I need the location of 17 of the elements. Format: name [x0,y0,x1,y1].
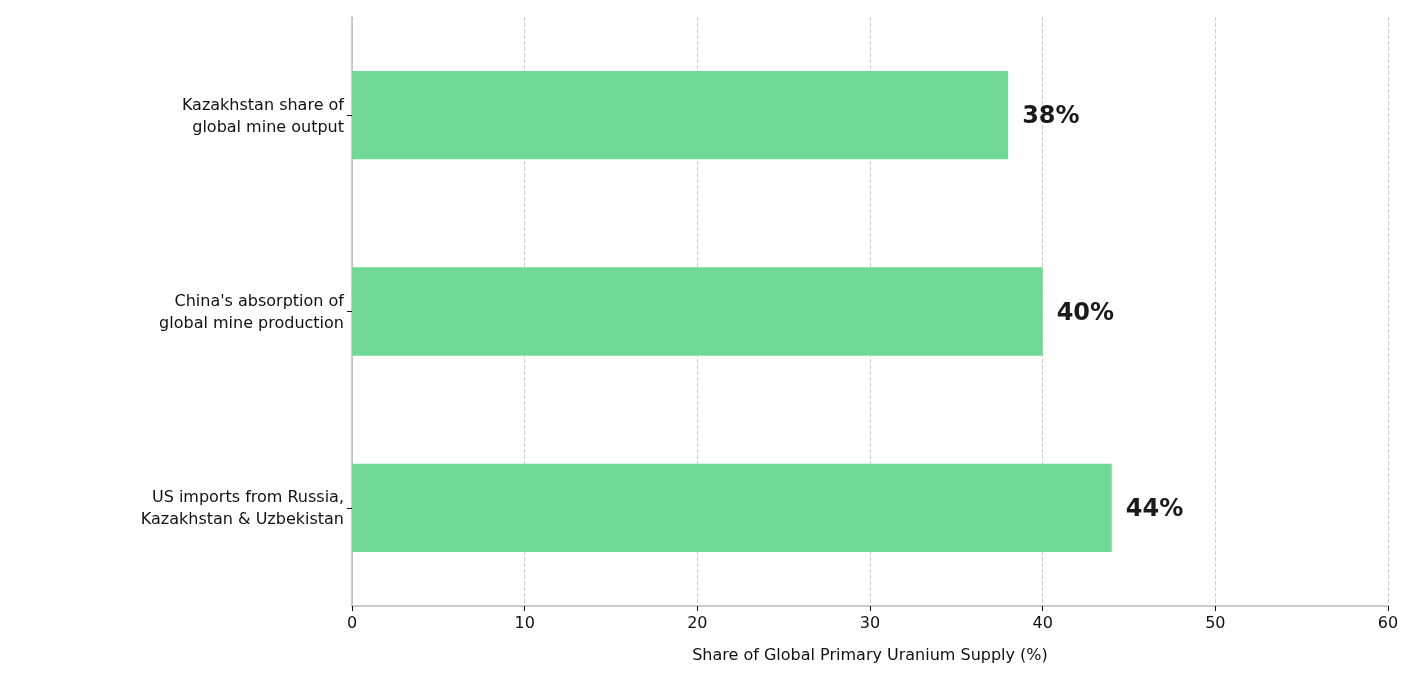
x-tick-label: 60 [1377,612,1399,632]
data-label: 38% [1022,101,1080,130]
y-tick-label: China's absorption of global mine production [159,291,345,332]
x-tick-label: 10 [514,612,535,632]
x-tick-label: 0 [346,612,358,632]
bar [352,267,1043,356]
data-label: 44% [1125,493,1184,522]
x-tick-label: 30 [859,612,881,632]
x-tick-label: 20 [687,612,708,632]
data-label: 40% [1056,297,1115,326]
bar [352,70,1009,160]
y-tick-label: US imports from Russia, Kazakhstan & Uzbekistan [140,487,344,529]
bar [352,463,1112,553]
x-tick-label: 50 [1205,612,1226,632]
x-axis-title: Share of Global Primary Uranium Supply (%) [692,644,1048,664]
y-tick-label: Kazakhstan share of global mine output [181,94,345,136]
x-tick-label: 40 [1032,612,1053,632]
